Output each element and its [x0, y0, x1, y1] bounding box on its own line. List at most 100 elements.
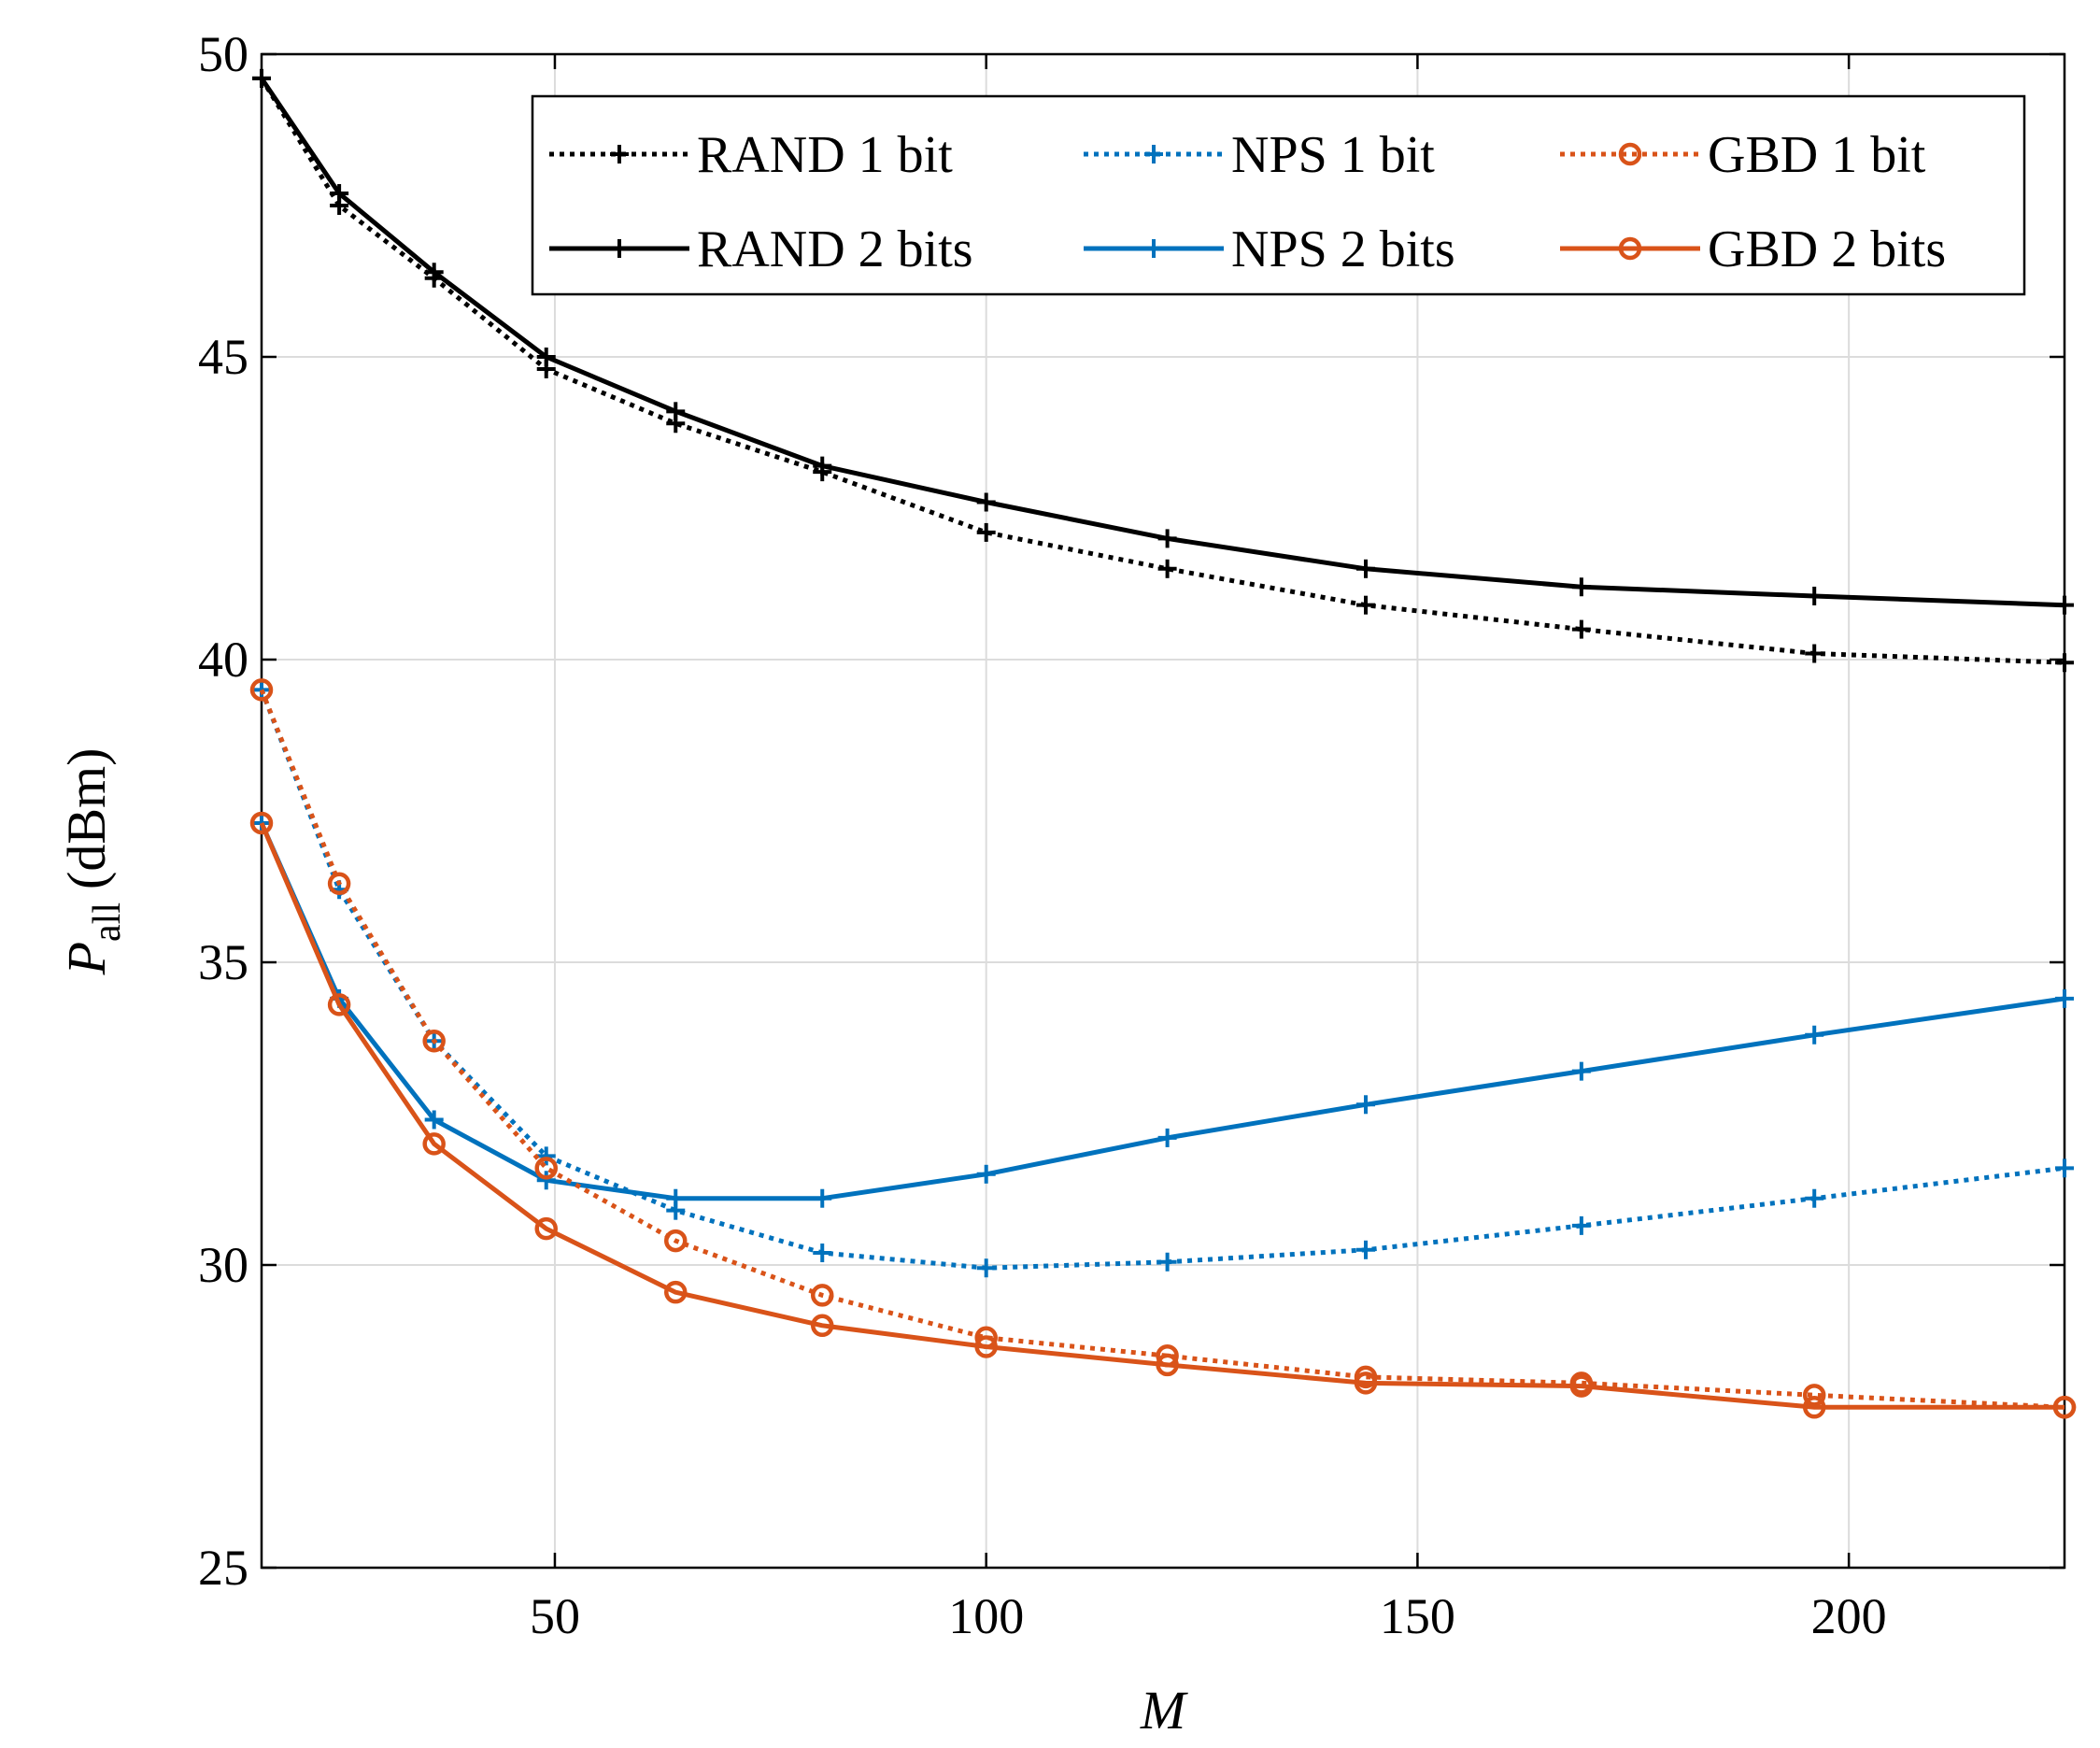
x-tick-label: 200 [1811, 1588, 1887, 1644]
legend-item-gbd-1-bit: GBD 1 bit [1560, 126, 1926, 184]
legend-item-nps-2-bits: NPS 2 bits [1084, 220, 1455, 278]
y-axis-label-sub: all [86, 902, 129, 942]
data-point-gbd-2-bits [2052, 1396, 2077, 1419]
axis-labels: M Pall (dBm) [56, 748, 1188, 1741]
data-point-rand-2-bits [1571, 577, 1591, 597]
data-point-nps-2-bits [666, 1188, 686, 1208]
grid-lines [262, 54, 2065, 1568]
data-point-gbd-2-bits [327, 993, 351, 1016]
data-point-nps-2-bits [1157, 1128, 1177, 1147]
data-point-gbd-1-bit [249, 678, 274, 702]
y-axis-label-unit: (dBm) [56, 748, 117, 889]
series-line-rand-2-bits [259, 77, 2065, 608]
series-line-rand-1-bit [259, 77, 2065, 665]
series-layer [249, 68, 2077, 1419]
data-point-nps-2-bits [976, 1164, 996, 1184]
data-point-gbd-1-bit [327, 872, 351, 896]
data-point-rand-1-bit [1157, 559, 1177, 578]
legend-label: NPS 1 bit [1231, 126, 1435, 184]
data-point-gbd-1-bit [1802, 1384, 1826, 1407]
data-point-nps-1-bit [1356, 1240, 1376, 1259]
data-point-nps-2-bits [1571, 1061, 1591, 1081]
data-point-rand-1-bit [1571, 619, 1591, 639]
y-tick-label: 30 [198, 1237, 248, 1293]
x-tick-label: 150 [1380, 1588, 1455, 1644]
series-line-gbd-1-bit [259, 689, 2065, 1410]
legend-swatch-marker [1144, 239, 1163, 258]
legend-swatch-marker [1144, 145, 1163, 163]
data-point-rand-1-bit [1805, 644, 1824, 663]
y-axis-label: Pall (dBm) [56, 748, 129, 976]
data-point-nps-1-bit [536, 1146, 556, 1166]
x-axis-label: M [1140, 1680, 1188, 1741]
y-tick-label: 50 [198, 26, 248, 82]
data-point-nps-1-bit [813, 1243, 832, 1263]
data-point-rand-2-bits [2055, 595, 2074, 615]
data-point-gbd-2-bits [1156, 1353, 1179, 1377]
legend-item-rand-1-bit: RAND 1 bit [549, 126, 953, 184]
series-rand-2-bits [252, 68, 2074, 615]
legend-item-rand-2-bits: RAND 2 bits [549, 220, 973, 278]
data-point-gbd-1-bit [422, 1029, 446, 1053]
legend-label: RAND 1 bit [697, 126, 953, 184]
legend-box [531, 94, 2026, 296]
legend-label: GBD 2 bits [1708, 220, 1946, 278]
data-point-gbd-2-bits [974, 1335, 998, 1358]
x-tick-label: 50 [530, 1588, 580, 1644]
data-point-rand-2-bits [252, 68, 271, 88]
data-point-rand-2-bits [330, 184, 349, 204]
series-line-nps-2-bits [259, 821, 2065, 1201]
plot-area-frame [260, 52, 2066, 1570]
data-point-rand-2-bits [1805, 586, 1824, 605]
data-point-gbd-2-bits [1802, 1396, 1826, 1419]
data-point-gbd-1-bit [810, 1284, 834, 1307]
data-point-rand-2-bits [1356, 559, 1376, 578]
data-point-rand-2-bits [424, 263, 444, 282]
y-tick-label: 25 [198, 1540, 248, 1596]
data-point-nps-1-bit [2055, 1158, 2074, 1178]
data-point-nps-1-bit [1157, 1252, 1177, 1272]
data-point-rand-1-bit [1356, 595, 1376, 615]
legend-swatch-marker [610, 239, 629, 258]
data-point-gbd-2-bits [249, 811, 274, 835]
data-point-nps-1-bit [1805, 1188, 1824, 1208]
data-point-gbd-1-bit [534, 1157, 558, 1180]
legend-swatch-marker [1618, 236, 1642, 261]
data-point-nps-2-bits [424, 1110, 444, 1130]
series-gbd-2-bits [249, 811, 2077, 1419]
data-point-nps-2-bits [813, 1188, 832, 1208]
data-point-nps-2-bits [1356, 1095, 1376, 1115]
data-point-gbd-2-bits [810, 1314, 834, 1338]
data-point-rand-2-bits [813, 456, 832, 476]
data-point-rand-2-bits [1157, 529, 1177, 548]
data-point-nps-1-bit [976, 1258, 996, 1278]
data-point-nps-2-bits [2055, 988, 2074, 1008]
legend-label: GBD 1 bit [1708, 126, 1926, 184]
legend-swatch-marker [1618, 142, 1642, 166]
data-point-gbd-2-bits [1354, 1371, 1378, 1395]
data-point-gbd-2-bits [1569, 1374, 1594, 1398]
data-point-nps-2-bits [1805, 1025, 1824, 1045]
axis-ticks: 50 100 150 200 25 30 35 40 45 50 [198, 26, 2065, 1644]
y-axis-label-main: P [56, 942, 117, 975]
data-point-rand-2-bits [976, 492, 996, 512]
y-tick-label: 40 [198, 632, 248, 688]
data-point-gbd-2-bits [534, 1216, 558, 1241]
data-point-gbd-2-bits [422, 1132, 446, 1156]
legend-item-gbd-2-bits: GBD 2 bits [1560, 220, 1946, 278]
legend-label: RAND 2 bits [697, 220, 973, 278]
data-point-rand-1-bit [976, 522, 996, 542]
y-tick-label: 35 [198, 934, 248, 990]
data-point-nps-2-bits [536, 1171, 556, 1190]
legend-item-nps-1-bit: NPS 1 bit [1084, 126, 1435, 184]
legend: RAND 1 bit NPS 1 bit GBD 1 bit RAND 2 bits N… [531, 94, 2026, 296]
data-point-rand-2-bits [666, 402, 686, 421]
y-tick-label: 45 [198, 329, 248, 385]
data-point-nps-2-bits [252, 813, 271, 832]
data-point-nps-1-bit [1571, 1215, 1591, 1235]
legend-swatch-marker [610, 145, 629, 163]
data-point-gbd-2-bits [664, 1280, 688, 1304]
data-point-rand-1-bit [2055, 653, 2074, 673]
